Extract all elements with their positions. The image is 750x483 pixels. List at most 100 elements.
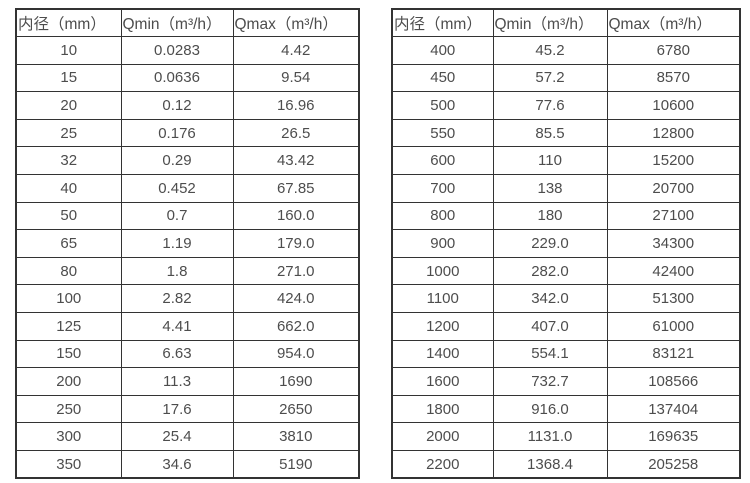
table-row: 400 45.2 6780 bbox=[391, 36, 741, 65]
table-cell: 179.0 bbox=[232, 229, 360, 258]
table-cell: 34.6 bbox=[120, 450, 234, 479]
table-cell: 1.19 bbox=[120, 229, 234, 258]
table-cell: 137404 bbox=[606, 394, 741, 424]
table-cell: 1368.4 bbox=[492, 450, 608, 479]
table-cell: 1600 bbox=[391, 367, 494, 396]
table-row: 450 57.2 8570 bbox=[391, 63, 741, 93]
flow-table-large-diameters: 内径（mm） Qmin（m³/h） Qmax（m³/h） 400 45.2 6780… bbox=[391, 8, 741, 480]
table-body: 400 45.2 6780 450 57.2 8570 500 77.6 10600 550 85.… bbox=[391, 36, 741, 479]
table-cell: 4.41 bbox=[120, 312, 234, 341]
table-cell: 600 bbox=[391, 146, 494, 176]
table-cell: 50 bbox=[15, 201, 122, 231]
table-cell: 17.6 bbox=[120, 394, 234, 424]
table-cell: 160.0 bbox=[232, 201, 360, 231]
table-cell: 400 bbox=[391, 36, 494, 65]
table-cell: 5190 bbox=[232, 450, 360, 479]
table-cell: 180 bbox=[492, 201, 608, 231]
header-cell-qmax: Qmax（m³/h） bbox=[606, 8, 741, 38]
table-row: 40 0.452 67.85 bbox=[15, 174, 360, 203]
table-cell: 0.7 bbox=[120, 201, 234, 231]
table-cell: 0.0283 bbox=[120, 36, 234, 65]
table-cell: 350 bbox=[15, 450, 122, 479]
table-row: 15 0.0636 9.54 bbox=[15, 63, 360, 93]
table-row: 2200 1368.4 205258 bbox=[391, 450, 741, 479]
table-cell: 1800 bbox=[391, 394, 494, 424]
table-cell: 1690 bbox=[232, 367, 360, 396]
table-cell: 15 bbox=[15, 63, 122, 93]
header-cell-qmin: Qmin（m³/h） bbox=[120, 8, 234, 38]
table-cell: 10600 bbox=[606, 91, 741, 120]
table-cell: 2650 bbox=[232, 394, 360, 424]
table-cell: 6.63 bbox=[120, 339, 234, 369]
table-cell: 2.82 bbox=[120, 284, 234, 314]
table-row: 1400 554.1 83121 bbox=[391, 339, 741, 369]
header-row: 内径（mm） Qmin（m³/h） Qmax（m³/h） bbox=[15, 8, 360, 38]
table-cell: 42400 bbox=[606, 256, 741, 286]
table-cell: 25 bbox=[15, 118, 122, 148]
table-cell: 12800 bbox=[606, 118, 741, 148]
table-row: 25 0.176 26.5 bbox=[15, 118, 360, 148]
table-row: 1800 916.0 137404 bbox=[391, 394, 741, 424]
table-cell: 1100 bbox=[391, 284, 494, 314]
table-cell: 11.3 bbox=[120, 367, 234, 396]
table-cell: 51300 bbox=[606, 284, 741, 314]
table-cell: 15200 bbox=[606, 146, 741, 176]
table-row: 80 1.8 271.0 bbox=[15, 256, 360, 286]
table-cell: 27100 bbox=[606, 201, 741, 231]
table-cell: 6780 bbox=[606, 36, 741, 65]
table-cell: 954.0 bbox=[232, 339, 360, 369]
table-cell: 1000 bbox=[391, 256, 494, 286]
table-row: 500 77.6 10600 bbox=[391, 91, 741, 120]
table-cell: 61000 bbox=[606, 312, 741, 341]
table-cell: 80 bbox=[15, 256, 122, 286]
header-cell-qmax: Qmax（m³/h） bbox=[232, 8, 360, 38]
table-cell: 200 bbox=[15, 367, 122, 396]
table-cell: 65 bbox=[15, 229, 122, 258]
table-cell: 169635 bbox=[606, 422, 741, 451]
table-cell: 1200 bbox=[391, 312, 494, 341]
table-cell: 67.85 bbox=[232, 174, 360, 203]
table-row: 1600 732.7 108566 bbox=[391, 367, 741, 396]
table-cell: 229.0 bbox=[492, 229, 608, 258]
table-cell: 4.42 bbox=[232, 36, 360, 65]
table-cell: 9.54 bbox=[232, 63, 360, 93]
table-header: 内径（mm） Qmin（m³/h） Qmax（m³/h） bbox=[15, 8, 360, 38]
table-cell: 20 bbox=[15, 91, 122, 120]
header-cell-diameter: 内径（mm） bbox=[15, 8, 122, 38]
table-cell: 2200 bbox=[391, 450, 494, 479]
table-cell: 282.0 bbox=[492, 256, 608, 286]
flow-table-small-diameters: 内径（mm） Qmin（m³/h） Qmax（m³/h） 10 0.0283 4.4… bbox=[15, 8, 360, 480]
table-cell: 662.0 bbox=[232, 312, 360, 341]
table-cell: 1131.0 bbox=[492, 422, 608, 451]
table-row: 800 180 27100 bbox=[391, 201, 741, 231]
table-row: 700 138 20700 bbox=[391, 174, 741, 203]
table-cell: 57.2 bbox=[492, 63, 608, 93]
table-cell: 40 bbox=[15, 174, 122, 203]
table-row: 900 229.0 34300 bbox=[391, 229, 741, 258]
table-cell: 424.0 bbox=[232, 284, 360, 314]
header-cell-diameter: 内径（mm） bbox=[391, 8, 494, 38]
table-cell: 916.0 bbox=[492, 394, 608, 424]
table-cell: 100 bbox=[15, 284, 122, 314]
table-row: 20 0.12 16.96 bbox=[15, 91, 360, 120]
table-cell: 550 bbox=[391, 118, 494, 148]
table-cell: 1.8 bbox=[120, 256, 234, 286]
table-row: 550 85.5 12800 bbox=[391, 118, 741, 148]
table-cell: 3810 bbox=[232, 422, 360, 451]
table-cell: 800 bbox=[391, 201, 494, 231]
table-cell: 554.1 bbox=[492, 339, 608, 369]
table-cell: 300 bbox=[15, 422, 122, 451]
table-cell: 25.4 bbox=[120, 422, 234, 451]
table-cell: 20700 bbox=[606, 174, 741, 203]
table-cell: 32 bbox=[15, 146, 122, 176]
table-cell: 0.12 bbox=[120, 91, 234, 120]
table-cell: 0.0636 bbox=[120, 63, 234, 93]
table-cell: 125 bbox=[15, 312, 122, 341]
table-cell: 108566 bbox=[606, 367, 741, 396]
table-cell: 85.5 bbox=[492, 118, 608, 148]
table-cell: 26.5 bbox=[232, 118, 360, 148]
table-row: 1000 282.0 42400 bbox=[391, 256, 741, 286]
table-cell: 407.0 bbox=[492, 312, 608, 341]
table-row: 1200 407.0 61000 bbox=[391, 312, 741, 341]
table-cell: 77.6 bbox=[492, 91, 608, 120]
